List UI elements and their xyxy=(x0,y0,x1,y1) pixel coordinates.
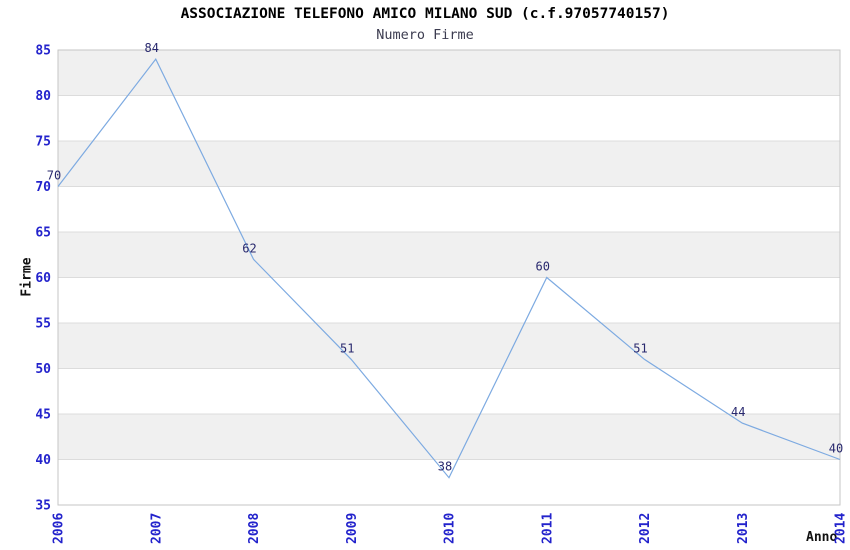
y-tick-label: 85 xyxy=(35,44,51,59)
x-tick-label: 2006 xyxy=(52,513,67,544)
y-tick-label: 75 xyxy=(35,135,51,150)
data-point-label: 44 xyxy=(731,405,745,419)
grid-band-gray xyxy=(58,50,840,96)
y-tick-label: 80 xyxy=(35,89,51,104)
grid-band-white xyxy=(58,277,840,323)
grid-band-white xyxy=(58,459,840,505)
x-tick-label: 2011 xyxy=(540,513,555,544)
data-point-label: 38 xyxy=(438,460,452,474)
y-tick-label: 65 xyxy=(35,226,51,241)
y-tick-label: 60 xyxy=(35,271,51,286)
chart-title: ASSOCIAZIONE TELEFONO AMICO MILANO SUD (… xyxy=(180,6,670,22)
grid-band-white xyxy=(58,186,840,232)
grid-band-white xyxy=(58,368,840,414)
grid-band-gray xyxy=(58,414,840,460)
data-point-label: 40 xyxy=(829,442,843,456)
x-tick-label: 2008 xyxy=(247,513,262,544)
data-point-label: 51 xyxy=(633,341,647,355)
y-tick-label: 70 xyxy=(35,180,51,195)
data-point-label: 62 xyxy=(242,241,256,255)
grid-band-gray xyxy=(58,323,840,369)
grid-band-white xyxy=(58,95,840,141)
grid-band-gray xyxy=(58,232,840,278)
y-tick-label: 35 xyxy=(35,499,51,514)
x-tick-label: 2007 xyxy=(149,513,164,544)
x-tick-label: 2014 xyxy=(834,513,849,544)
grid-band-gray xyxy=(58,141,840,187)
plot-border xyxy=(57,49,841,506)
chart-subtitle: Numero Firme xyxy=(376,27,474,43)
x-tick-label: 2012 xyxy=(638,513,653,544)
x-axis-label: Anno xyxy=(806,530,838,545)
x-tick-label: 2013 xyxy=(736,513,751,544)
data-line xyxy=(57,57,841,479)
data-point-label: 84 xyxy=(145,41,159,55)
y-tick-label: 45 xyxy=(35,408,51,423)
data-point-label: 51 xyxy=(340,341,354,355)
data-point-label: 70 xyxy=(47,169,61,183)
data-point-label: 60 xyxy=(536,260,550,274)
x-tick-label: 2010 xyxy=(443,513,458,544)
y-tick-label: 55 xyxy=(35,317,51,332)
x-tick-label: 2009 xyxy=(345,513,360,544)
y-tick-label: 40 xyxy=(35,453,51,468)
y-tick-label: 50 xyxy=(35,362,51,377)
